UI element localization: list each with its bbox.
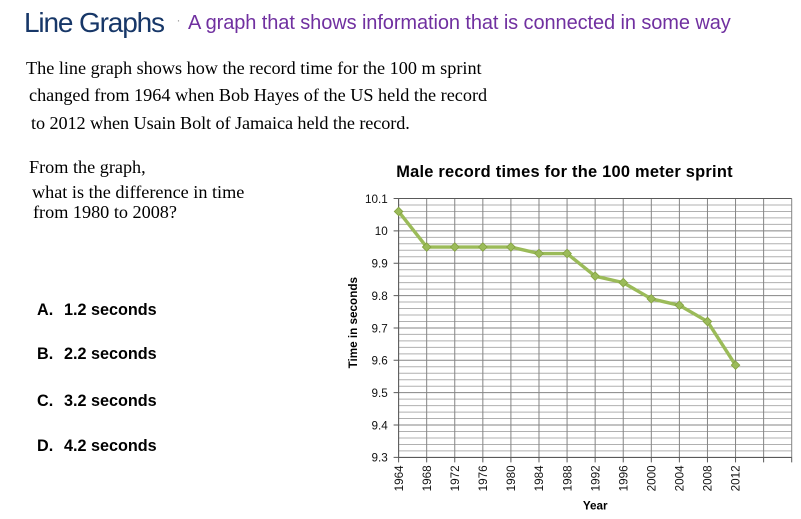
svg-text:10: 10 [375,225,389,238]
svg-text:9.6: 9.6 [372,355,388,368]
svg-text:2008: 2008 [702,465,715,491]
svg-text:Male record times for the 100: Male record times for the 100 meter spri… [396,163,733,181]
svg-text:9.4: 9.4 [372,419,389,432]
svg-text:9.8: 9.8 [372,290,388,303]
svg-text:10.1: 10.1 [365,193,388,206]
svg-text:Year: Year [583,500,608,513]
svg-text:1980: 1980 [505,465,518,492]
svg-text:9.3: 9.3 [372,452,388,465]
svg-text:2000: 2000 [646,465,659,492]
svg-text:1976: 1976 [477,465,490,491]
svg-text:1968: 1968 [421,465,434,491]
svg-text:1964: 1964 [393,465,406,492]
svg-text:1972: 1972 [449,465,462,491]
svg-text:2012: 2012 [730,465,743,491]
svg-text:1984: 1984 [533,465,546,492]
svg-text:1988: 1988 [561,465,574,491]
svg-text:1992: 1992 [589,465,602,491]
svg-text:1996: 1996 [617,465,630,491]
svg-text:9.9: 9.9 [372,258,388,271]
svg-text:9.7: 9.7 [372,322,388,335]
svg-text:9.5: 9.5 [372,387,389,400]
svg-text:Time in seconds: Time in seconds [347,277,360,369]
svg-text:2004: 2004 [674,465,687,492]
